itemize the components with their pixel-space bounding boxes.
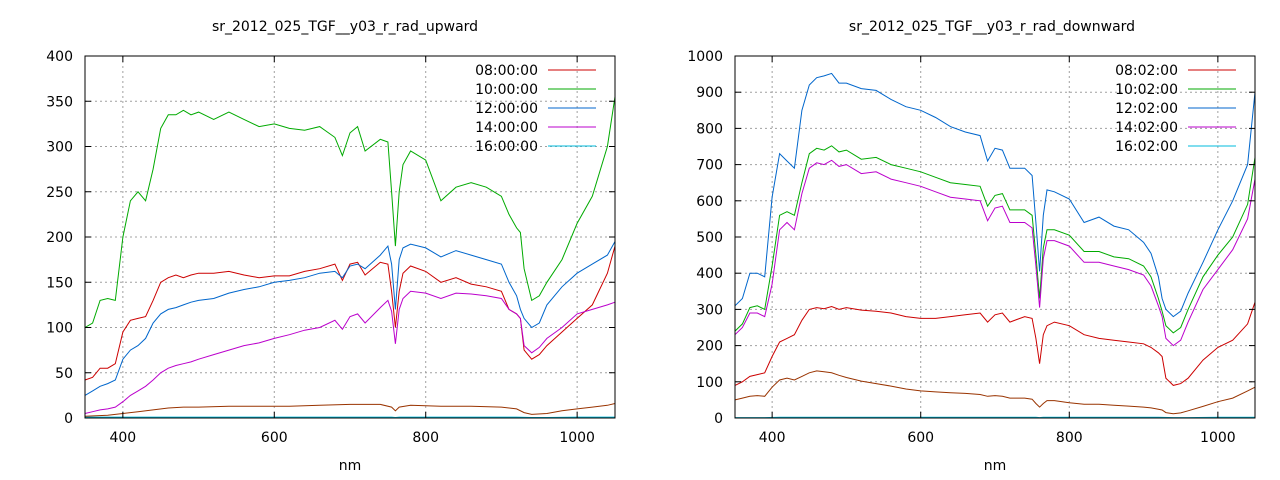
upward-radiance-chart: sr_2012_025_TGF__y03_r_rad_upward 400 600 8… — [46, 19, 616, 474]
y-tick-label: 400 — [696, 266, 723, 282]
legend-label: 10:00:00 — [475, 82, 538, 98]
chart-title: sr_2012_025_TGF__y03_r_rad_downward — [849, 19, 1135, 35]
y-tick-label: 100 — [696, 375, 723, 391]
x-tick-label: 1000 — [559, 430, 595, 446]
series-line — [734, 145, 1256, 334]
legend-label: 16:00:00 — [475, 139, 538, 155]
series-line — [734, 302, 1256, 386]
y-tick-label: 400 — [46, 49, 73, 65]
series-line — [84, 290, 616, 414]
series-line — [734, 72, 1256, 318]
x-tick-label: 600 — [261, 430, 288, 446]
x-tick-label: 800 — [412, 430, 439, 446]
legend-label: 10:02:00 — [1115, 82, 1178, 98]
series-line — [734, 370, 1256, 415]
y-tick-label: 1000 — [687, 49, 723, 65]
legend-label: 16:02:00 — [1115, 139, 1178, 155]
legend-label: 14:00:00 — [475, 120, 538, 136]
y-tick-label: 200 — [696, 339, 723, 355]
y-tick-label: 0 — [64, 411, 73, 427]
x-tick-label: 800 — [1056, 430, 1083, 446]
downward-radiance-chart: sr_2012_025_TGF__y03_r_rad_downward 400 60… — [687, 19, 1256, 474]
y-tick-label: 500 — [696, 230, 723, 246]
series-line — [84, 403, 616, 417]
y-tick-label: 600 — [696, 194, 723, 210]
y-tick-label: 200 — [46, 230, 73, 246]
y-tick-label: 150 — [46, 275, 73, 291]
y-tick-label: 900 — [696, 85, 723, 101]
x-tick-label: 400 — [759, 430, 786, 446]
y-tick-label: 0 — [714, 411, 723, 427]
y-tick-label: 300 — [46, 140, 73, 156]
y-tick-label: 700 — [696, 158, 723, 174]
legend-label: 14:02:00 — [1115, 120, 1178, 136]
y-tick-label: 100 — [46, 321, 73, 337]
y-tick-label: 50 — [55, 366, 73, 382]
y-tick-label: 350 — [46, 94, 73, 110]
chart-title: sr_2012_025_TGF__y03_r_rad_upward — [212, 19, 478, 35]
x-axis-label: nm — [339, 458, 362, 474]
legend-label: 12:00:00 — [475, 101, 538, 117]
y-tick-label: 250 — [46, 185, 73, 201]
x-axis-label: nm — [984, 458, 1007, 474]
x-tick-label: 1000 — [1200, 430, 1236, 446]
x-tick-label: 600 — [907, 430, 934, 446]
series-line — [84, 241, 616, 396]
legend-label: 08:00:00 — [475, 63, 538, 79]
legend-label: 12:02:00 — [1115, 101, 1178, 117]
series-line — [84, 96, 616, 328]
x-tick-label: 400 — [109, 430, 136, 446]
legend-label: 08:02:00 — [1115, 63, 1178, 79]
y-tick-label: 300 — [696, 302, 723, 318]
y-tick-label: 800 — [696, 121, 723, 137]
series-line — [734, 159, 1256, 347]
